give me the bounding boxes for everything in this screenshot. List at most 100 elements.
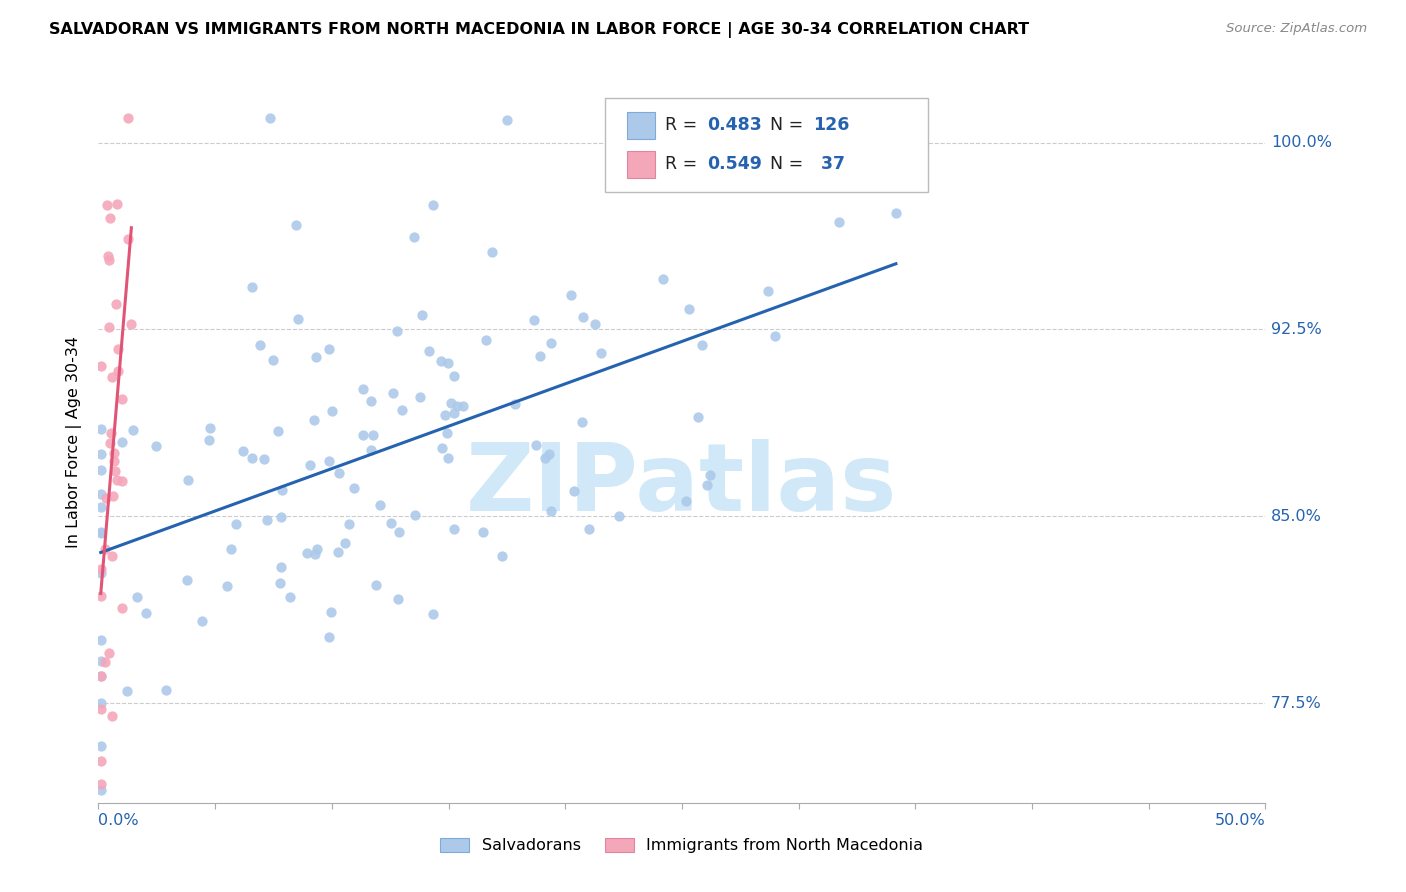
Point (285, 218, 308, 232)
Point (503, 397, 526, 411)
Point (481, 245, 503, 260)
Point (446, 399, 468, 413)
Point (97, 252, 120, 267)
Point (440, 396, 463, 410)
Point (475, 334, 498, 348)
Point (98, 211, 121, 226)
Point (688, 410, 710, 425)
Point (339, 517, 361, 532)
Point (491, 549, 513, 564)
Point (418, 343, 440, 358)
Point (411, 308, 433, 322)
Point (380, 516, 402, 530)
Point (409, 390, 432, 404)
Point (105, 297, 128, 311)
Point (115, 684, 138, 698)
Point (100, 425, 122, 440)
Point (388, 525, 411, 540)
Point (105, 473, 128, 487)
Point (191, 615, 214, 629)
Point (278, 590, 301, 604)
Point (443, 406, 465, 420)
Point (217, 579, 239, 593)
Point (443, 522, 465, 536)
Point (471, 525, 494, 540)
Text: ZIPatlas: ZIPatlas (467, 439, 897, 531)
Point (90, 500, 112, 515)
Point (270, 560, 292, 574)
Point (652, 272, 675, 286)
Point (287, 311, 309, 326)
Point (360, 394, 382, 409)
Point (560, 288, 582, 302)
Point (523, 313, 546, 327)
Point (107, 363, 129, 377)
Point (90, 463, 112, 477)
Point (90, 783, 112, 797)
Point (756, 284, 779, 298)
Point (90, 422, 112, 436)
Point (404, 229, 426, 244)
Point (240, 279, 263, 293)
Point (699, 467, 721, 482)
Point (101, 709, 124, 723)
Point (90, 655, 112, 669)
Point (352, 382, 374, 396)
Point (111, 392, 134, 407)
Text: 37: 37 (815, 155, 845, 173)
Point (259, 111, 281, 125)
Point (90, 754, 112, 768)
Point (90, 739, 112, 753)
Point (827, 215, 849, 229)
Point (101, 489, 124, 503)
Point (321, 404, 343, 418)
Point (298, 458, 321, 472)
Point (496, 113, 519, 128)
Y-axis label: In Labor Force | Age 30-34: In Labor Force | Age 30-34 (66, 335, 83, 548)
Point (675, 493, 697, 508)
Point (90, 808, 112, 822)
Point (578, 523, 600, 537)
Point (326, 545, 349, 559)
Text: 126: 126 (813, 117, 849, 135)
Text: 77.5%: 77.5% (1271, 696, 1322, 711)
Point (307, 542, 329, 557)
Point (103, 454, 125, 468)
Point (135, 606, 157, 620)
Point (96, 198, 118, 212)
Text: 0.0%: 0.0% (98, 813, 139, 828)
Point (270, 483, 292, 497)
Point (111, 434, 134, 449)
Point (90, 562, 112, 576)
Point (111, 600, 134, 615)
Text: N =: N = (770, 155, 810, 173)
Point (90, 669, 112, 683)
Point (90, 669, 112, 683)
Point (540, 504, 562, 518)
Point (540, 336, 562, 351)
Point (94, 541, 117, 556)
Point (368, 498, 391, 512)
Point (94, 655, 117, 669)
Point (318, 453, 340, 467)
Point (583, 317, 606, 331)
Point (240, 451, 263, 466)
Point (177, 473, 200, 487)
Text: SALVADORAN VS IMMIGRANTS FROM NORTH MACEDONIA IN LABOR FORCE | AGE 30-34 CORRELA: SALVADORAN VS IMMIGRANTS FROM NORTH MACE… (49, 22, 1029, 38)
Point (90, 702, 112, 716)
Point (111, 474, 134, 488)
Point (104, 465, 127, 479)
Point (319, 605, 342, 619)
Text: 50.0%: 50.0% (1215, 813, 1265, 828)
Point (533, 451, 555, 466)
Point (98, 436, 121, 450)
Point (572, 310, 595, 325)
Point (884, 206, 907, 220)
Point (678, 301, 700, 316)
Text: 0.483: 0.483 (707, 117, 762, 135)
Point (107, 342, 129, 356)
Point (90, 590, 112, 604)
Point (385, 324, 408, 338)
Point (256, 513, 278, 527)
Point (662, 169, 685, 184)
